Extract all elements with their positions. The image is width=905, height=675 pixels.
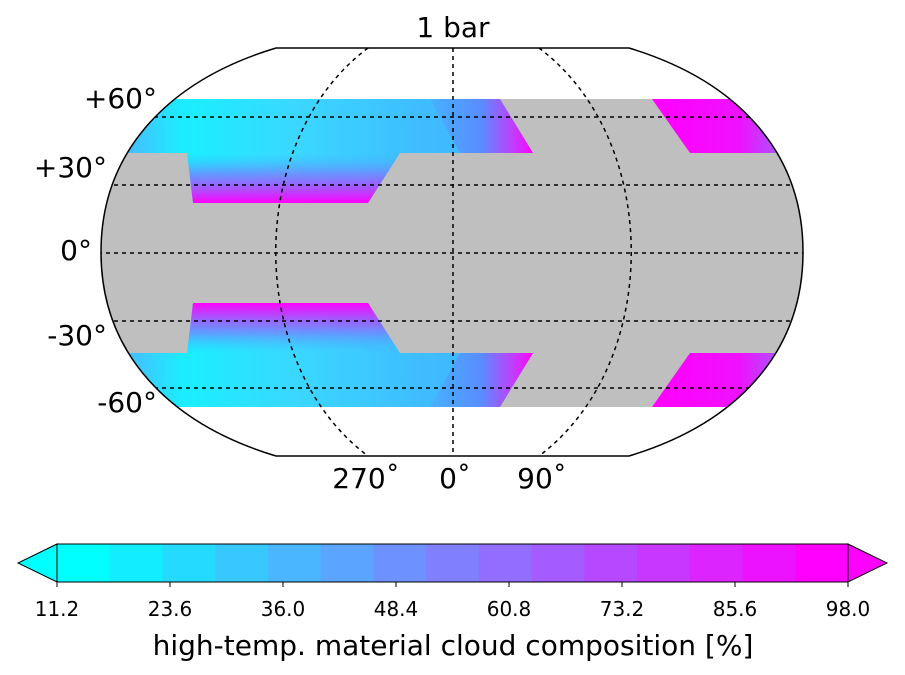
colorbar-tick-label: 60.8: [487, 597, 532, 621]
colorbar-tick-label: 85.6: [713, 597, 758, 621]
colorbar-bin: [320, 544, 374, 582]
graticule: [101, 48, 803, 456]
chart-title: 1 bar: [416, 11, 490, 44]
map-outline: [100, 47, 804, 457]
colorbar-tick-label: 36.0: [261, 597, 306, 621]
colorbar-tick-label: 48.4: [374, 597, 419, 621]
colorbar-extend-low: [16, 543, 58, 583]
longitude-labels: 270˚ 0˚ 90˚: [332, 462, 567, 495]
colorbar-ticks: 11.2 23.6 36.0 48.4 60.8 73.2 85.6 98.0: [35, 582, 871, 621]
colorbar-bin: [584, 544, 638, 582]
lon-label: 90˚: [517, 462, 567, 495]
colorbar-bin: [637, 544, 691, 582]
colorbar-bin: [267, 544, 322, 582]
colorbar-bin: [215, 544, 269, 582]
meridian-line: [275, 48, 369, 456]
colorbar-bin: [795, 544, 849, 582]
meridian-line: [538, 48, 632, 456]
colorbar-bin: [742, 544, 796, 582]
lon-label: 270˚: [332, 462, 399, 495]
latitude-labels: +60° +30° 0° -30° -60°: [34, 82, 157, 419]
colorbar-extend-high: [847, 543, 889, 583]
colorbar-tick-label: 98.0: [826, 597, 871, 621]
colorbar-bin: [373, 544, 427, 582]
lat-label: -30°: [47, 319, 107, 352]
lat-label: +60°: [84, 82, 157, 115]
colorbar-bin: [478, 544, 533, 582]
lat-label: +30°: [34, 151, 107, 184]
colorbar-bin: [426, 544, 480, 582]
colorbar-label: high-temp. material cloud composition [%…: [153, 629, 754, 662]
lat-label: 0°: [60, 234, 92, 267]
colorbar-bin: [531, 544, 585, 582]
colorbar-bin: [109, 544, 164, 582]
colorbar-bins: [57, 544, 849, 582]
lon-label: 0˚: [439, 462, 471, 495]
map-panel: [100, 47, 804, 457]
lat-label: -60°: [97, 386, 157, 419]
colorbar-tick-label: 23.6: [148, 597, 193, 621]
colorbar-bin: [689, 544, 744, 582]
colorbar: 11.2 23.6 36.0 48.4 60.8 73.2 85.6 98.0 high-te…: [16, 543, 889, 662]
colorbar-tick-label: 73.2: [600, 597, 645, 621]
colorbar-tick-label: 11.2: [35, 597, 80, 621]
colorbar-frame: [56, 543, 849, 583]
colorbar-bin: [57, 544, 111, 582]
colorbar-bin: [162, 544, 216, 582]
